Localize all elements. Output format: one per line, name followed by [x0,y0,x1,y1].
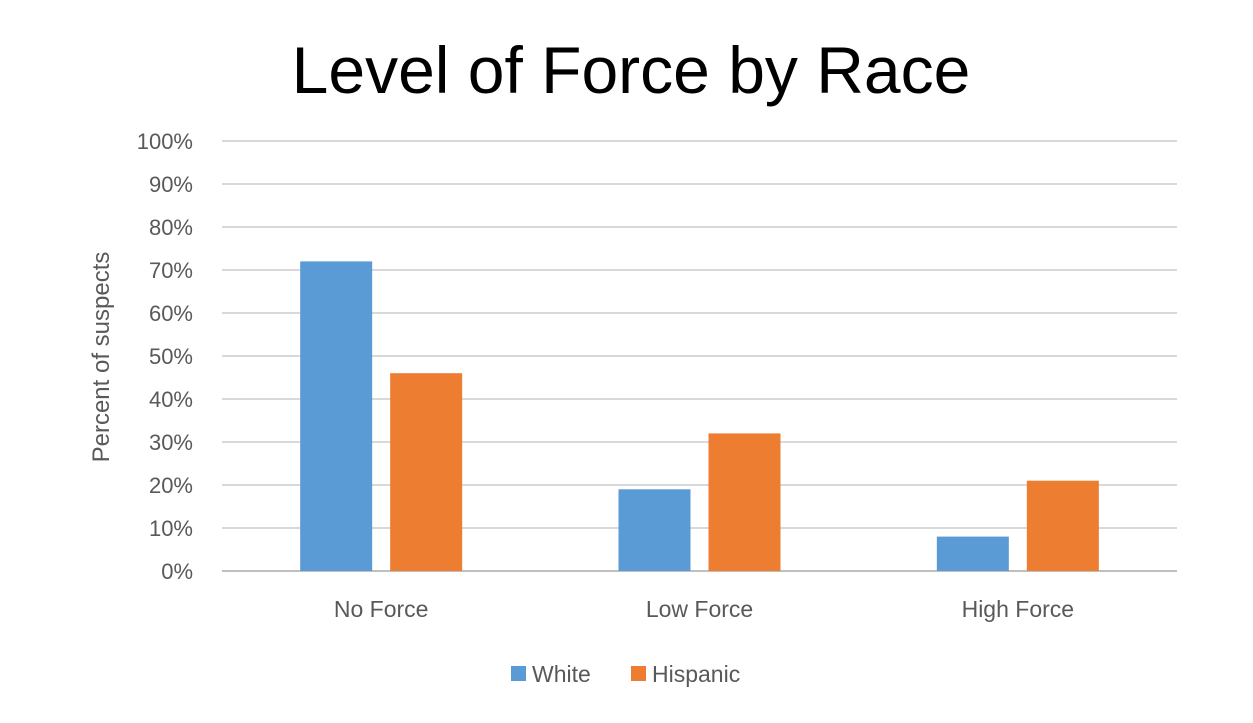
y-tick-label: 60% [149,301,193,326]
bar-white-high-force [936,536,1009,571]
gridlines [222,140,1177,572]
legend-swatch-hispanic [631,666,646,681]
legend-label-white: White [532,661,591,687]
legend-swatch-white [511,666,526,681]
chart-title: Level of Force by Race [291,33,971,107]
y-tick-label: 90% [149,172,193,197]
y-axis-ticks: 0% 10% 20% 30% 40% 50% 60% 70% 80% 90% 100% [137,129,193,584]
legend: White Hispanic [511,661,740,687]
x-category-label: High Force [962,596,1074,622]
y-tick-label: 70% [149,258,193,283]
y-tick-label: 80% [149,215,193,240]
y-tick-label: 40% [149,387,193,412]
x-category-label: No Force [334,596,429,622]
bar-white-no-force [300,261,373,571]
y-tick-label: 20% [149,473,193,498]
bar-hispanic-no-force [390,373,463,571]
x-axis-categories: No Force Low Force High Force [334,596,1074,622]
bar-hispanic-low-force [708,433,781,571]
y-tick-label: 100% [137,129,193,154]
y-axis-label: Percent of suspects [88,252,115,463]
y-tick-label: 50% [149,344,193,369]
y-tick-label: 10% [149,516,193,541]
bar-white-low-force [618,489,691,571]
bars [300,261,1099,571]
y-tick-label: 30% [149,430,193,455]
bar-hispanic-high-force [1026,480,1099,571]
x-category-label: Low Force [646,596,753,622]
y-tick-label: 0% [161,559,193,584]
legend-label-hispanic: Hispanic [652,661,740,687]
